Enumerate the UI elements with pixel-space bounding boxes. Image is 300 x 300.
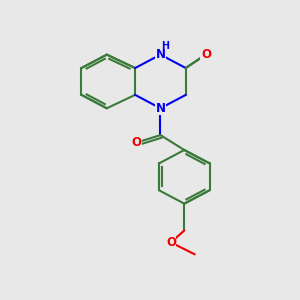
Text: O: O [166,236,176,249]
Text: H: H [161,41,169,51]
Text: O: O [132,136,142,149]
Text: N: N [155,48,166,61]
Text: O: O [201,48,211,61]
Text: N: N [155,102,166,115]
